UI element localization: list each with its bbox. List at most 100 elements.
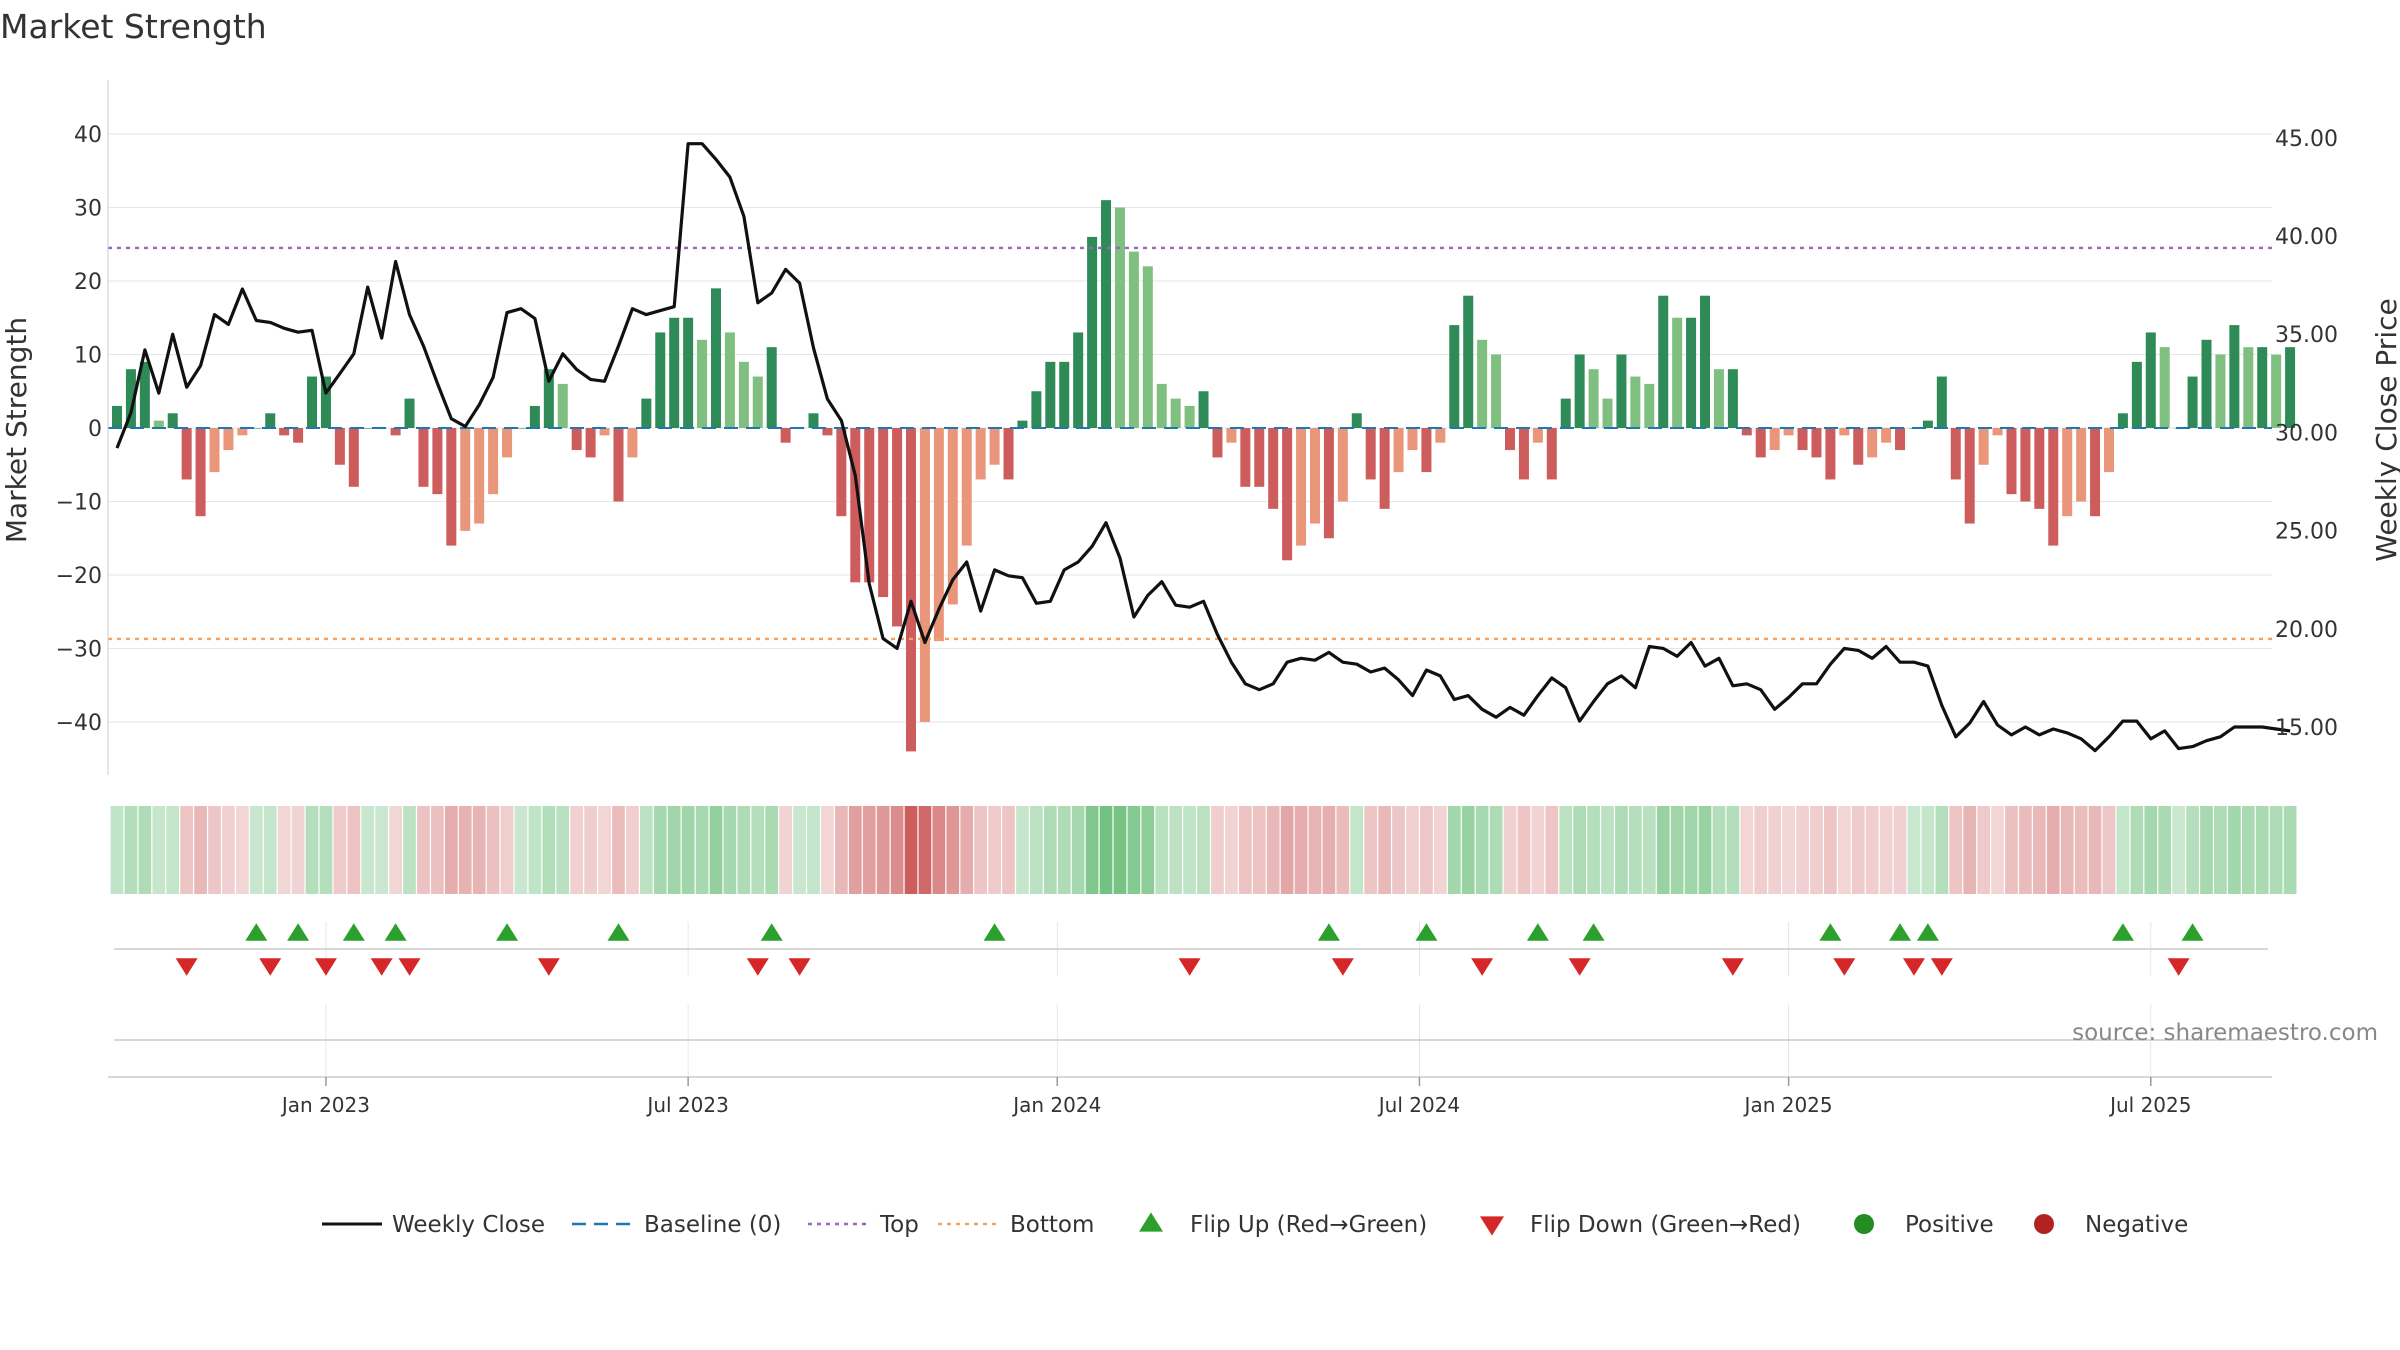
strength-bar — [752, 376, 763, 428]
y-left-tick-label: 0 — [88, 417, 102, 442]
heat-cell — [319, 806, 333, 894]
y-right-tick-label: 20.00 — [2275, 618, 2338, 643]
heat-cell — [403, 806, 416, 894]
y-right-tick-label: 40.00 — [2275, 225, 2338, 250]
strength-bar — [1003, 428, 1014, 480]
heat-cell — [709, 806, 723, 894]
flip-up-marker — [607, 923, 630, 941]
strength-bar — [2131, 361, 2142, 428]
strength-bar — [1296, 428, 1307, 546]
heat-cell — [1461, 806, 1475, 894]
strength-bar — [766, 347, 777, 428]
heat-cell — [1865, 806, 1879, 894]
strength-bar — [1045, 361, 1056, 428]
heat-cell — [765, 806, 779, 894]
heat-cell — [208, 806, 221, 894]
heat-cell — [1308, 806, 1322, 894]
heat-cell — [1991, 806, 2004, 894]
legend-label: Baseline (0) — [644, 1212, 781, 1238]
strength-bar — [641, 398, 652, 428]
heat-cell — [1615, 806, 1628, 894]
strength-bar — [2271, 354, 2282, 428]
heat-cell — [570, 806, 584, 894]
strength-bar — [850, 428, 861, 583]
strength-bar — [1184, 405, 1195, 428]
strength-bar — [1978, 428, 1989, 465]
heat-cell — [389, 806, 402, 894]
heat-cell — [1629, 806, 1642, 894]
heat-cell — [1573, 806, 1587, 894]
strength-bar — [683, 317, 694, 428]
strength-bar — [543, 369, 554, 428]
flip-down-marker — [788, 958, 811, 976]
strength-bar — [1017, 420, 1028, 428]
strength-bar — [1073, 332, 1084, 428]
heat-cell — [988, 806, 1001, 894]
strength-bar — [710, 288, 721, 428]
strength-bar — [1142, 266, 1153, 428]
flip-down-marker — [537, 958, 560, 976]
heat-cell — [2130, 806, 2144, 894]
heat-cell — [2074, 806, 2088, 894]
heat-cell — [166, 806, 180, 894]
strength-bar — [1936, 376, 1947, 428]
strength-bar — [2034, 428, 2045, 509]
strength-bar — [933, 428, 944, 642]
heat-cell — [695, 806, 709, 894]
heat-cell — [249, 806, 263, 894]
strength-bar — [1491, 354, 1502, 428]
heat-cell — [458, 806, 472, 894]
heat-cell — [1225, 806, 1238, 894]
y-left-tick-label: 40 — [74, 123, 102, 148]
strength-bar — [1881, 428, 1892, 443]
legend-swatch-flip-down — [1480, 1216, 1504, 1236]
strength-bar — [1686, 317, 1697, 428]
heat-cell — [1155, 806, 1169, 894]
heat-cell — [1893, 806, 1907, 894]
strength-bar — [2048, 428, 2059, 546]
heat-cell — [486, 806, 500, 894]
strength-bar — [125, 369, 136, 428]
strength-bar — [1574, 354, 1585, 428]
heat-cell — [1921, 806, 1935, 894]
heat-cell — [1489, 806, 1503, 894]
heat-cell — [1782, 806, 1795, 894]
heat-cell — [361, 806, 375, 894]
strength-bar — [293, 428, 304, 443]
heat-cell — [1559, 806, 1573, 894]
strength-bar — [892, 428, 903, 627]
heat-cell — [347, 806, 361, 894]
strength-bar — [1992, 428, 2003, 436]
strength-bar — [307, 376, 318, 428]
strength-bar — [1128, 251, 1139, 428]
strength-bar — [557, 383, 568, 428]
heat-cell — [2172, 806, 2186, 894]
strength-bar — [1351, 413, 1362, 428]
strength-bar — [724, 332, 735, 428]
strength-bar — [1463, 295, 1474, 428]
heat-cell — [1907, 806, 1921, 894]
strength-bar — [1198, 391, 1209, 428]
heat-cell — [277, 806, 291, 894]
strength-bar — [613, 428, 624, 502]
flip-up-marker — [2111, 923, 2134, 941]
heat-cell — [124, 806, 138, 894]
flip-up-marker — [384, 923, 407, 941]
heat-cell — [2019, 806, 2032, 894]
y-left-tick-label: −20 — [56, 564, 102, 589]
heat-cell — [1977, 806, 1990, 894]
flip-up-marker — [245, 923, 268, 941]
strength-bar — [2117, 413, 2128, 428]
strength-bar — [418, 428, 429, 487]
strength-bar — [1811, 428, 1822, 458]
strength-bar — [474, 428, 485, 524]
heat-cell — [110, 806, 124, 894]
heat-cell — [667, 806, 681, 894]
strength-bar — [1059, 361, 1070, 428]
strength-bar — [195, 428, 206, 517]
strength-bar — [1727, 369, 1738, 428]
strength-bar — [1156, 383, 1167, 428]
strength-bar — [2229, 325, 2240, 428]
legend-swatch-flip-up — [1139, 1212, 1163, 1232]
